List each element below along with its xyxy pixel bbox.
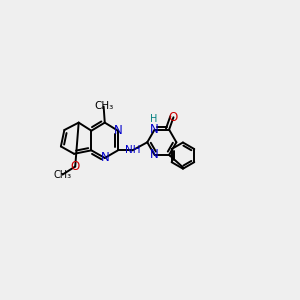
Text: CH₃: CH₃ bbox=[53, 169, 72, 180]
Text: N: N bbox=[150, 148, 159, 161]
Text: O: O bbox=[169, 111, 178, 124]
Text: NH: NH bbox=[125, 145, 140, 155]
Text: N: N bbox=[150, 123, 159, 136]
Text: N: N bbox=[114, 124, 122, 137]
Text: O: O bbox=[70, 160, 80, 173]
Text: N: N bbox=[100, 152, 109, 164]
Text: CH₃: CH₃ bbox=[94, 101, 113, 112]
Text: H: H bbox=[150, 114, 157, 124]
